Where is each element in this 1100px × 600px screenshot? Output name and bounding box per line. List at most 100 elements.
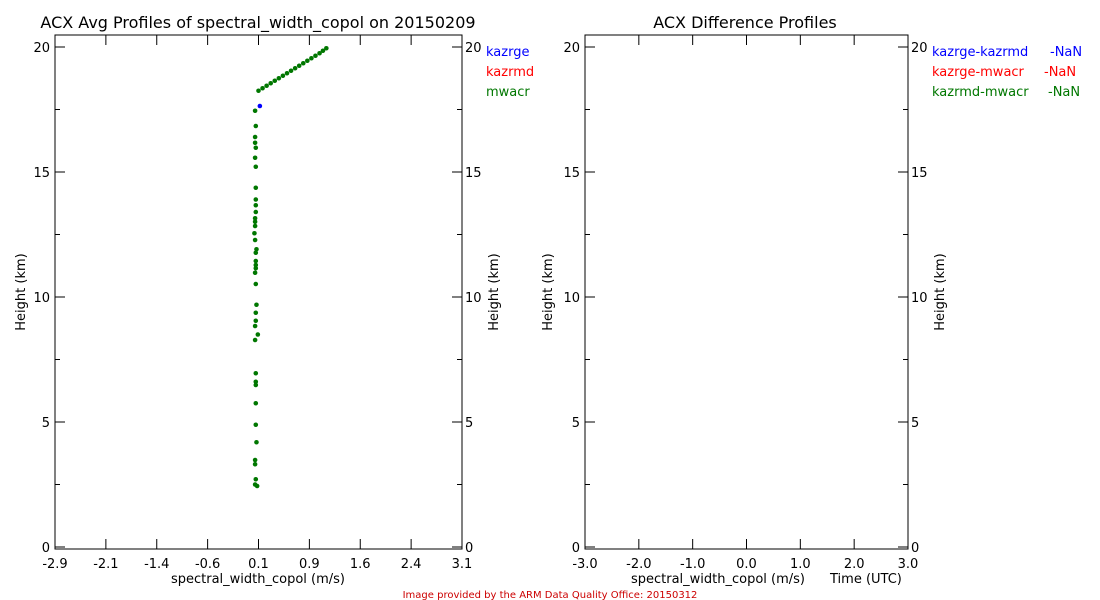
- data-point-mwacr: [300, 60, 306, 66]
- y-tick-label-right: 10: [911, 291, 928, 306]
- right-x-axis-overlap-label: Time (UTC): [829, 572, 902, 587]
- x-tick-label: 0.9: [299, 557, 320, 572]
- data-point-mwacr: [254, 246, 259, 252]
- y-tick-label: 5: [572, 416, 580, 431]
- data-point-mwacr: [317, 50, 322, 56]
- x-tick-label: -1.4: [144, 557, 169, 572]
- y-tick-label-right: 15: [911, 166, 928, 181]
- data-point-mwacr: [320, 48, 326, 54]
- y-tick-label-right: 15: [465, 166, 482, 181]
- legend-kazrge: kazrge: [486, 45, 529, 60]
- x-tick-label: -2.9: [42, 557, 67, 572]
- left-y-axis-label-right: Height (km): [487, 253, 502, 330]
- x-tick-label: 3.0: [898, 557, 919, 572]
- data-point-mwacr: [253, 202, 259, 208]
- data-point-mwacr: [313, 53, 318, 59]
- y-tick-label: 10: [563, 291, 580, 306]
- data-point-mwacr: [254, 439, 259, 445]
- data-point-mwacr: [309, 55, 314, 61]
- y-tick-label-right: 20: [911, 41, 928, 56]
- left-y-axis-label: Height (km): [14, 253, 29, 330]
- data-point-mwacr: [255, 332, 261, 337]
- x-tick-label: 1.0: [790, 557, 811, 572]
- x-tick-label: -2.1: [93, 557, 118, 572]
- x-tick-label: 2.4: [401, 557, 422, 572]
- data-point-kazrge: [257, 103, 263, 109]
- diff-legend-name-1: kazrge-mwacr: [932, 65, 1025, 80]
- diff-legend-value-2: -NaN: [1048, 85, 1080, 100]
- y-tick-label: 0: [42, 541, 50, 556]
- data-point-mwacr: [280, 73, 286, 79]
- data-point-mwacr: [253, 262, 259, 268]
- x-tick-label: -2.0: [626, 557, 651, 572]
- y-tick-label: 0: [572, 541, 580, 556]
- y-tick-label: 20: [33, 41, 50, 56]
- data-point-mwacr: [253, 379, 259, 385]
- legend-kazrmd: kazrmd: [486, 65, 534, 80]
- data-point-mwacr: [272, 78, 278, 84]
- x-tick-label: 0.0: [736, 557, 757, 572]
- x-tick-label: -1.0: [680, 557, 705, 572]
- left-x-axis-label: spectral_width_copol (m/s): [171, 572, 345, 587]
- data-point-mwacr: [276, 75, 282, 81]
- data-point-mwacr: [256, 88, 261, 94]
- data-point-mwacr: [253, 370, 259, 376]
- x-tick-label: 2.0: [844, 557, 865, 572]
- data-point-mwacr: [252, 215, 258, 221]
- data-point-mwacr: [288, 68, 294, 74]
- y-tick-label: 15: [563, 166, 580, 181]
- credit-text: Image provided by the ARM Data Quality O…: [403, 590, 698, 600]
- data-point-mwacr: [305, 58, 310, 64]
- legend-mwacr: mwacr: [486, 85, 530, 100]
- data-point-mwacr: [252, 230, 257, 236]
- data-point-mwacr: [254, 302, 259, 308]
- right-y-axis-label: Height (km): [541, 253, 556, 330]
- data-point-mwacr: [252, 461, 258, 467]
- data-point-mwacr: [260, 85, 265, 91]
- data-point-mwacr: [252, 237, 258, 243]
- x-tick-label: 3.1: [452, 557, 473, 572]
- left-chart-title: ACX Avg Profiles of spectral_width_copol…: [40, 13, 475, 33]
- data-point-mwacr: [253, 123, 259, 129]
- data-point-mwacr: [253, 258, 259, 264]
- plot-frame-1: [584, 34, 909, 550]
- data-point-mwacr: [268, 80, 274, 86]
- y-tick-label-right: 5: [911, 416, 919, 431]
- data-point-mwacr: [253, 310, 259, 316]
- x-tick-label: -3.0: [572, 557, 597, 572]
- data-point-mwacr: [253, 476, 259, 482]
- y-tick-label: 15: [33, 166, 50, 181]
- data-point-mwacr: [253, 185, 259, 191]
- data-point-mwacr: [253, 197, 259, 202]
- data-point-mwacr: [252, 219, 258, 225]
- data-point-mwacr: [253, 382, 259, 388]
- data-point-mwacr: [253, 281, 259, 287]
- data-point-mwacr: [253, 265, 259, 271]
- diff-legend-name-0: kazrge-kazrmd: [932, 45, 1028, 60]
- right-chart-title: ACX Difference Profiles: [653, 13, 837, 32]
- data-point-mwacr: [253, 250, 259, 256]
- data-point-mwacr: [253, 209, 259, 215]
- right-x-axis-label: spectral_width_copol (m/s): [631, 572, 805, 587]
- x-tick-label: 1.6: [350, 557, 371, 572]
- data-point-mwacr: [264, 83, 269, 89]
- y-tick-label: 10: [33, 291, 50, 306]
- data-point-mwacr: [292, 65, 298, 71]
- data-point-mwacr: [296, 63, 302, 69]
- y-tick-label-right: 0: [465, 541, 473, 556]
- data-point-mwacr: [252, 140, 258, 146]
- data-point-mwacr: [252, 270, 258, 276]
- data-point-mwacr: [252, 155, 258, 161]
- data-point-mwacr: [253, 400, 259, 406]
- diff-legend-value-0: -NaN: [1050, 45, 1082, 60]
- right-y-axis-label-right: Height (km): [933, 253, 948, 330]
- x-tick-label: -0.6: [195, 557, 220, 572]
- data-point-mwacr: [253, 164, 259, 170]
- data-point-mwacr: [253, 422, 259, 428]
- data-point-mwacr: [253, 318, 259, 324]
- data-point-mwacr: [254, 483, 260, 489]
- data-point-mwacr: [252, 337, 258, 343]
- plot-frame-0: [54, 34, 463, 550]
- data-point-mwacr: [252, 108, 258, 114]
